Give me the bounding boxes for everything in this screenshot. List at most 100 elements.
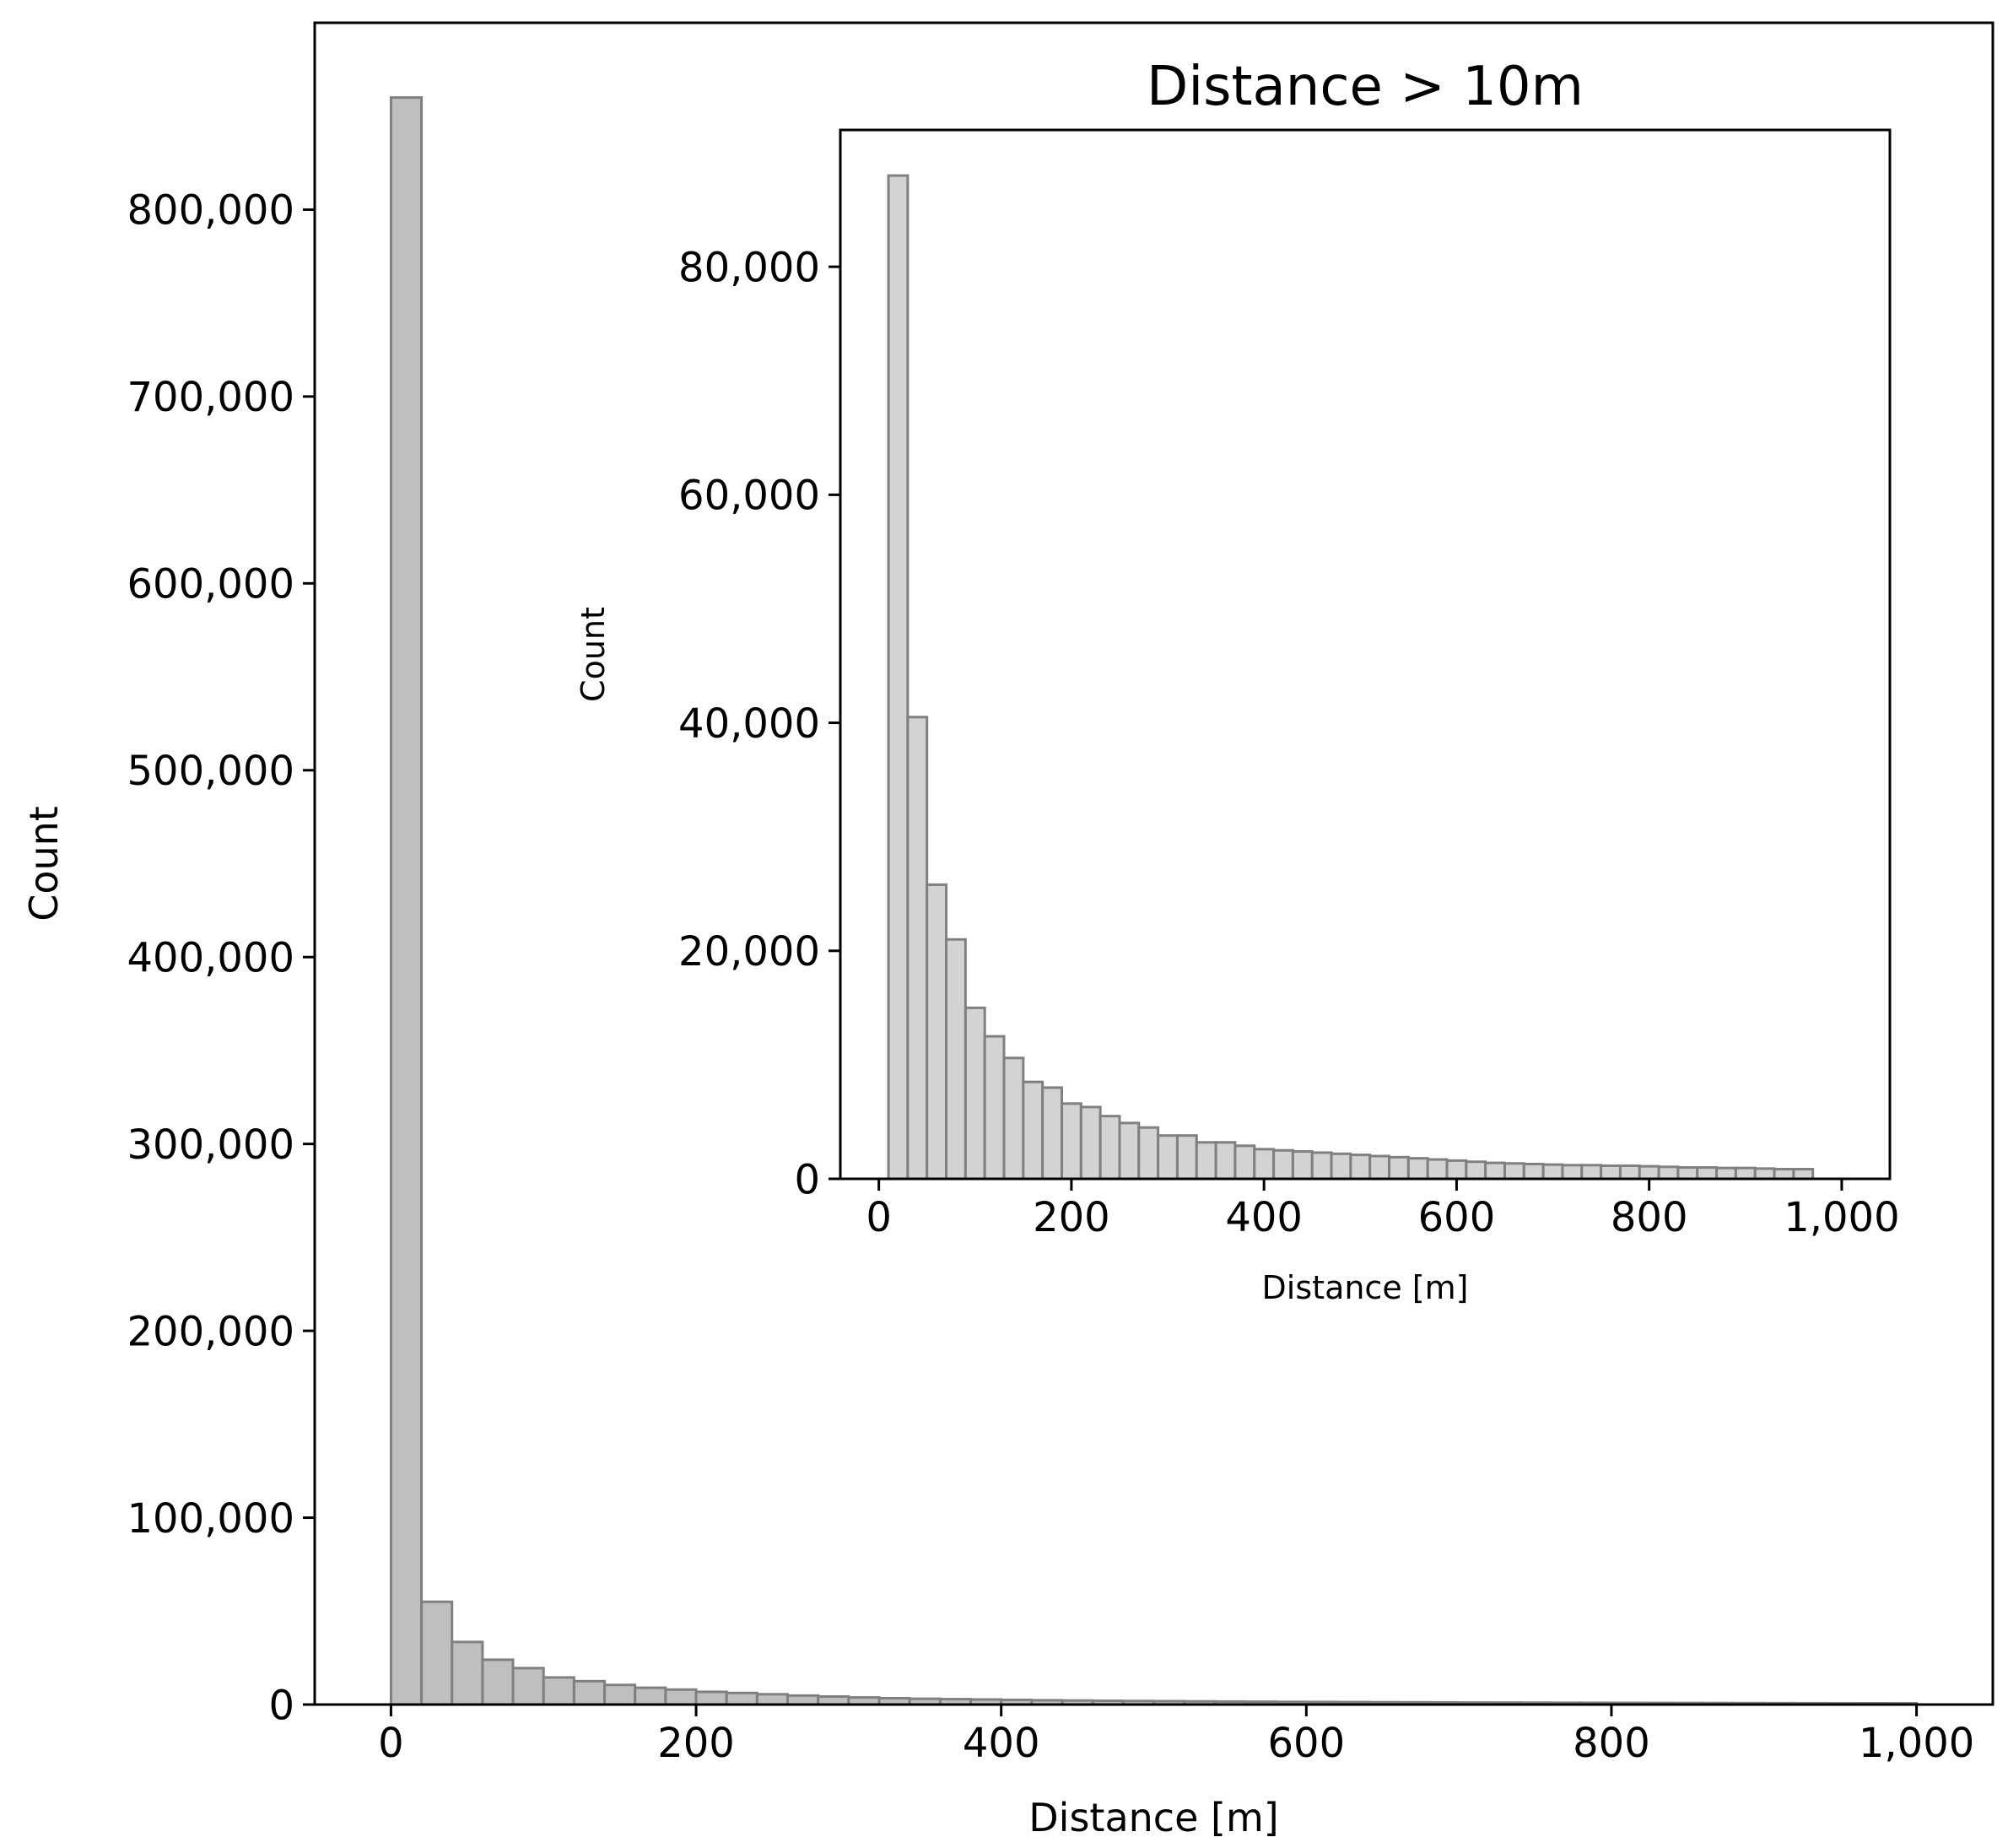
- main-y-tick-label: 400,000: [127, 935, 295, 982]
- inset-bar: [1368, 1154, 1391, 1181]
- main-bars: [389, 96, 1919, 1706]
- inset-y-tick-label: 20,000: [678, 928, 820, 975]
- inset-x-ticks: 0 200 400 600 800 1,000: [866, 1179, 1900, 1241]
- inset-background: [840, 130, 1890, 1179]
- main-y-ticks: 0 100,000 200,000 300,000 400,000 500,000 600,…: [127, 187, 315, 1729]
- main-y-tick-label: 0: [268, 1682, 294, 1729]
- inset-bar: [1600, 1164, 1622, 1181]
- inset-y-tick-label: 40,000: [678, 700, 820, 748]
- inset-bar: [1484, 1161, 1506, 1181]
- inset-y-ticks: 0 20,000 40,000 60,000 80,000: [678, 244, 840, 1203]
- main-bar: [511, 1667, 545, 1706]
- inset-bar: [1580, 1164, 1603, 1181]
- main-x-tick-label: 400: [963, 1720, 1040, 1767]
- main-bar: [603, 1683, 637, 1706]
- inset-title: Distance > 10m: [1147, 56, 1584, 118]
- inset-bar: [1349, 1154, 1372, 1181]
- main-x-tick-label: 600: [1268, 1720, 1346, 1767]
- inset-bar: [1233, 1144, 1256, 1181]
- inset-bar: [1079, 1105, 1102, 1181]
- inset-bar: [1214, 1141, 1237, 1181]
- inset-bar: [1503, 1162, 1525, 1181]
- inset-bar: [1195, 1141, 1217, 1181]
- inset-bars: [887, 174, 1815, 1181]
- inset-y-tick-label: 60,000: [678, 473, 820, 520]
- main-bar: [664, 1688, 698, 1706]
- inset-x-tick-label: 200: [1033, 1194, 1110, 1241]
- main-bar: [481, 1658, 515, 1706]
- inset-bar: [1291, 1150, 1314, 1181]
- inset-bar: [1638, 1164, 1660, 1181]
- main-y-tick-label: 500,000: [127, 748, 295, 795]
- inset-bar: [1541, 1163, 1564, 1181]
- inset-bar: [1002, 1056, 1025, 1181]
- inset-bar: [1330, 1152, 1352, 1181]
- main-bar: [634, 1686, 667, 1706]
- inset-bar: [1175, 1134, 1198, 1181]
- inset-y-tick-label: 80,000: [678, 244, 820, 291]
- inset-bar: [1773, 1168, 1795, 1181]
- inset-x-tick-label: 400: [1225, 1194, 1303, 1241]
- main-bar: [786, 1694, 820, 1706]
- inset-bar: [1157, 1134, 1179, 1181]
- inset-bar: [1696, 1165, 1719, 1181]
- inset-bar: [1406, 1157, 1429, 1181]
- inset-bar: [1041, 1086, 1063, 1181]
- inset-bar: [1561, 1164, 1584, 1181]
- inset-bar: [1734, 1166, 1757, 1181]
- main-y-tick-label: 200,000: [127, 1308, 295, 1355]
- inset-x-tick-label: 600: [1418, 1194, 1496, 1241]
- inset-bar: [1445, 1159, 1468, 1181]
- inset-bar: [1792, 1168, 1815, 1181]
- main-axes-frame: [313, 21, 1995, 1706]
- inset-bar: [1676, 1165, 1699, 1181]
- inset-bar: [1465, 1160, 1487, 1181]
- inset-bar: [1522, 1162, 1545, 1181]
- main-y-axis-label: Count: [21, 806, 67, 921]
- main-bar: [694, 1690, 728, 1706]
- inset-bar: [926, 883, 948, 1181]
- inset-bar: [1388, 1155, 1410, 1181]
- main-bar: [755, 1693, 790, 1706]
- main-x-ticks: 0 200 400 600 800 1,000: [378, 1705, 1974, 1767]
- inset-bar: [1753, 1167, 1776, 1181]
- inset-bar: [887, 174, 910, 1181]
- main-x-tick-label: 200: [657, 1720, 735, 1767]
- inset-x-tick-label: 1,000: [1784, 1194, 1899, 1241]
- inset-y-tick-label: 0: [794, 1156, 820, 1203]
- main-bar: [451, 1640, 484, 1706]
- main-x-tick-label: 0: [378, 1720, 404, 1767]
- inset-histogram: 0 200 400 600 800 1,000 0 20,000 40,000 60,000 80…: [575, 56, 1900, 1306]
- inset-bar: [1098, 1115, 1121, 1181]
- inset-bar: [1618, 1164, 1641, 1181]
- inset-bar: [945, 938, 967, 1181]
- inset-bar: [1060, 1102, 1082, 1181]
- inset-bar: [1272, 1148, 1294, 1181]
- inset-bar: [1253, 1148, 1276, 1181]
- main-x-tick-label: 800: [1573, 1720, 1650, 1767]
- main-y-tick-label: 800,000: [127, 187, 295, 235]
- main-y-tick-label: 700,000: [127, 374, 295, 421]
- inset-bar: [1715, 1166, 1737, 1181]
- inset-bar: [1657, 1165, 1680, 1181]
- inset-bar: [906, 716, 929, 1181]
- inset-bar: [983, 1035, 1006, 1181]
- inset-bar: [1022, 1080, 1044, 1181]
- main-y-tick-label: 100,000: [127, 1495, 295, 1543]
- inset-x-tick-label: 0: [866, 1194, 892, 1241]
- main-bar: [420, 1600, 454, 1706]
- main-y-tick-label: 300,000: [127, 1121, 295, 1169]
- inset-x-tick-label: 800: [1611, 1194, 1688, 1241]
- inset-bar: [1118, 1121, 1141, 1181]
- main-bar: [572, 1679, 607, 1706]
- inset-bar: [1137, 1126, 1160, 1181]
- inset-bar: [964, 1006, 986, 1181]
- inset-y-axis-label: Count: [575, 607, 612, 702]
- main-histogram: 0 200 400 600 800 1,000 0 100,000 200,000 300,00…: [21, 21, 1995, 1840]
- inset-axes-frame: [839, 128, 1892, 1181]
- main-y-tick-label: 600,000: [127, 561, 295, 608]
- inset-bar: [1310, 1151, 1333, 1181]
- inset-bar: [1426, 1158, 1449, 1181]
- inset-x-axis-label: Distance [m]: [1262, 1269, 1469, 1306]
